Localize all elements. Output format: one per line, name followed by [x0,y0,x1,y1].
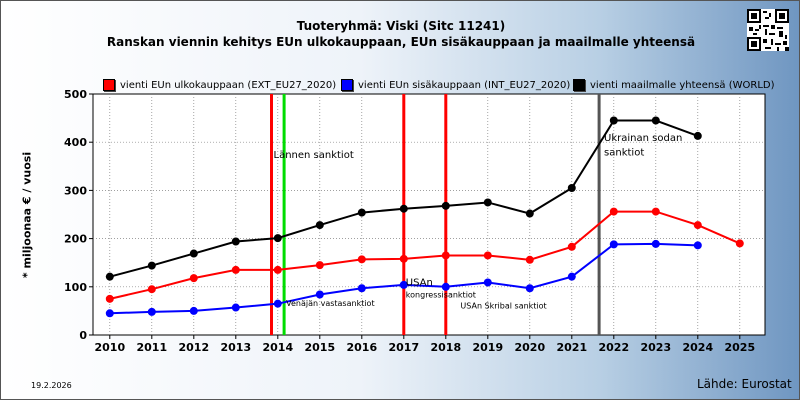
x-tick-label: 2022 [598,341,629,354]
data-point-0 [273,265,282,274]
y-tick-label: 400 [64,136,87,149]
y-tick-label: 300 [64,184,87,197]
x-tick-label: 2014 [262,341,293,354]
event-annotation: USAn Skribal sanktiot [460,301,546,310]
data-point-1 [315,290,324,299]
data-point-1 [189,306,198,315]
date-label: 19.2.2026 [31,381,72,390]
series-line-0 [109,210,741,300]
data-point-2 [315,221,324,230]
source-label: Lähde: Eurostat [697,377,792,391]
x-tick-label: 2012 [178,341,209,354]
y-tick-label: 500 [64,88,87,101]
data-point-1 [693,241,702,250]
legend-item-world: vienti maailmalle yhteensä (WORLD) [573,79,775,91]
data-point-1 [525,284,534,293]
data-point-0 [609,207,618,216]
event-annotation: USAn [406,277,433,288]
data-point-1 [105,309,114,318]
data-point-2 [693,131,702,140]
x-tick-label: 2010 [94,341,125,354]
data-point-1 [231,303,240,312]
x-tick-label: 2015 [304,341,335,354]
x-tick-label: 2025 [724,341,755,354]
data-point-1 [399,280,408,289]
data-point-0 [147,285,156,294]
data-point-1 [483,278,492,287]
data-point-2 [651,116,660,125]
data-point-2 [567,183,576,192]
data-point-0 [399,254,408,263]
y-tick-label: 200 [64,233,87,246]
x-tick-label: 2017 [388,341,419,354]
chart-legend: vienti EUn ulkokauppaan (EXT_EU27_2020) … [93,76,775,94]
data-point-0 [441,251,450,260]
data-point-1 [441,282,450,291]
x-tick-label: 2019 [472,341,503,354]
x-tick-label: 2020 [514,341,545,354]
legend-label-world: vienti maailmalle yhteensä (WORLD) [590,80,775,91]
data-point-0 [651,207,660,216]
event-annotation: Lännen sanktiot [274,150,354,161]
legend-swatch-int [341,79,353,91]
legend-swatch-world [573,79,585,91]
data-point-1 [273,299,282,308]
data-point-2 [273,234,282,243]
data-point-2 [105,272,114,281]
x-tick-label: 2013 [220,341,251,354]
x-tick-label: 2023 [640,341,671,354]
data-point-1 [609,240,618,249]
plot-area [92,93,766,336]
data-point-0 [693,221,702,230]
data-point-0 [315,261,324,270]
data-point-1 [567,272,576,281]
data-point-2 [147,261,156,270]
data-point-2 [231,237,240,246]
data-point-2 [525,209,534,218]
x-tick-label: 2021 [556,341,587,354]
legend-swatch-ext [103,79,115,91]
data-point-2 [609,116,618,125]
data-point-1 [357,284,366,293]
data-point-2 [483,198,492,207]
chart-subtitle: Ranskan viennin kehitys EUn ulkokauppaan… [106,35,696,49]
chart-title: Tuoteryhmä: Viski (Sitc 11241) [296,19,506,33]
data-point-0 [735,239,744,248]
data-point-2 [441,201,450,210]
data-point-2 [399,204,408,213]
event-annotation: Ukrainan sodan [604,133,682,144]
data-point-0 [357,255,366,264]
x-tick-label: 2016 [346,341,377,354]
x-tick-label: 2024 [682,341,713,354]
data-point-2 [189,249,198,258]
data-point-0 [483,251,492,260]
x-tick-label: 2011 [136,341,167,354]
data-point-1 [147,307,156,316]
x-tick-label: 2018 [430,341,461,354]
data-point-0 [105,294,114,303]
data-point-0 [231,265,240,274]
legend-item-ext: vienti EUn ulkokauppaan (EXT_EU27_2020) [103,79,336,91]
legend-label-ext: vienti EUn ulkokauppaan (EXT_EU27_2020) [120,80,337,91]
y-tick-label: 100 [64,281,87,294]
legend-label-int: vienti EUn sisäkauppaan (INT_EU27_2020) [358,80,571,91]
event-annotation: sanktiot [604,148,644,159]
y-tick-label: 0 [79,329,87,342]
data-point-1 [651,239,660,248]
data-point-2 [357,208,366,217]
data-point-0 [567,242,576,251]
legend-item-int: vienti EUn sisäkauppaan (INT_EU27_2020) [341,79,570,91]
event-annotation: Venäjän vastasanktiot [286,299,375,308]
data-point-0 [525,255,534,264]
event-annotation: kongressisanktiot [406,290,476,299]
data-point-0 [189,274,198,283]
qr-code-icon [747,9,789,51]
